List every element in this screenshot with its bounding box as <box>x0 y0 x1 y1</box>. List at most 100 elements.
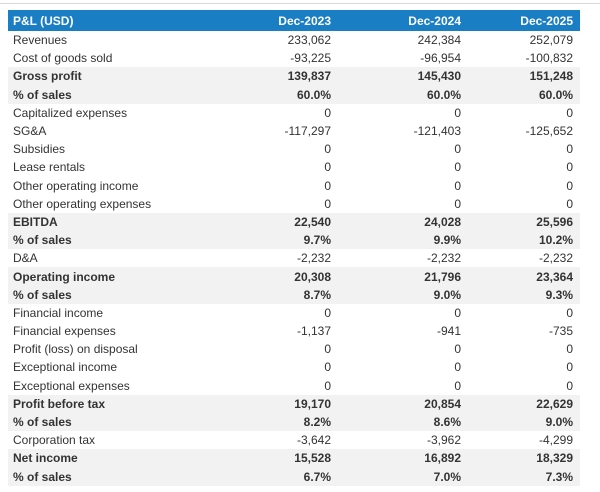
table-row: Gross profit 139,837 145,430 151,248 <box>8 67 580 86</box>
table-row: % of sales 8.7% 9.0% 9.3% <box>8 285 580 304</box>
row-value-dec-2023: 0 <box>208 176 338 195</box>
row-value-dec-2025: 23,364 <box>468 267 580 286</box>
row-value-dec-2025: -735 <box>468 322 580 341</box>
row-value-dec-2024: -121,403 <box>338 121 468 141</box>
row-label: Profit before tax <box>8 394 208 413</box>
row-value-dec-2023: 15,528 <box>208 449 338 468</box>
row-value-dec-2025: 0 <box>468 376 580 395</box>
table-row: Profit (loss) on disposal 0 0 0 <box>8 340 580 359</box>
row-value-dec-2025: 0 <box>468 358 580 377</box>
row-value-dec-2024: 24,028 <box>338 212 468 232</box>
row-value-dec-2024: 7.0% <box>338 467 468 486</box>
row-value-dec-2025: -2,232 <box>468 249 580 268</box>
row-label: Lease rentals <box>8 158 208 177</box>
row-label: Other operating expenses <box>8 194 208 213</box>
table-row: Operating income 20,308 21,796 23,364 <box>8 267 580 286</box>
row-value-dec-2023: 0 <box>208 158 338 177</box>
row-value-dec-2025: 0 <box>468 140 580 159</box>
row-value-dec-2024: 16,892 <box>338 449 468 468</box>
row-label: Financial income <box>8 303 208 322</box>
table-row: Financial expenses -1,137 -941 -735 <box>8 322 580 341</box>
row-label: Revenues <box>8 31 208 50</box>
row-value-dec-2025: -125,652 <box>468 121 580 141</box>
row-value-dec-2024: 0 <box>338 158 468 177</box>
row-label: Exceptional expenses <box>8 376 208 395</box>
column-header-dec-2023: Dec-2023 <box>208 10 338 31</box>
row-value-dec-2025: 0 <box>468 340 580 359</box>
row-label: Capitalized expenses <box>8 103 208 122</box>
row-value-dec-2024: -96,954 <box>338 49 468 68</box>
table-row: Subsidies 0 0 0 <box>8 140 580 159</box>
row-value-dec-2024: 0 <box>338 358 468 377</box>
row-label: Other operating income <box>8 176 208 195</box>
row-label: Cost of goods sold <box>8 49 208 68</box>
row-value-dec-2023: 233,062 <box>208 31 338 50</box>
table-row: Exceptional income 0 0 0 <box>8 358 580 377</box>
row-value-dec-2024: 0 <box>338 376 468 395</box>
table-row: EBITDA 22,540 24,028 25,596 <box>8 212 580 232</box>
row-label: D&A <box>8 249 208 268</box>
table-row: Financial income 0 0 0 <box>8 303 580 322</box>
table-body: Revenues 233,062 242,384 252,079 Cost of… <box>8 31 580 486</box>
row-value-dec-2023: 0 <box>208 140 338 159</box>
row-label: Profit (loss) on disposal <box>8 340 208 359</box>
row-value-dec-2024: 21,796 <box>338 267 468 286</box>
row-value-dec-2024: -2,232 <box>338 249 468 268</box>
row-value-dec-2023: -117,297 <box>208 121 338 141</box>
row-label: % of sales <box>8 285 208 304</box>
table-title: P&L (USD) <box>8 10 208 31</box>
table-row: Revenues 233,062 242,384 252,079 <box>8 31 580 50</box>
table-row: Other operating expenses 0 0 0 <box>8 194 580 213</box>
row-value-dec-2024: 0 <box>338 340 468 359</box>
row-value-dec-2025: 0 <box>468 194 580 213</box>
row-value-dec-2023: 0 <box>208 103 338 122</box>
row-value-dec-2023: -2,232 <box>208 249 338 268</box>
row-value-dec-2024: 20,854 <box>338 394 468 413</box>
table-row: D&A -2,232 -2,232 -2,232 <box>8 249 580 268</box>
row-value-dec-2025: 60.0% <box>468 85 580 104</box>
table-row: Exceptional expenses 0 0 0 <box>8 376 580 395</box>
table-row: Corporation tax -3,642 -3,962 -4,299 <box>8 431 580 450</box>
row-value-dec-2025: 252,079 <box>468 31 580 50</box>
row-value-dec-2023: 20,308 <box>208 267 338 286</box>
row-value-dec-2024: 0 <box>338 194 468 213</box>
row-value-dec-2024: 242,384 <box>338 31 468 50</box>
row-value-dec-2023: -93,225 <box>208 49 338 68</box>
row-value-dec-2024: 8.6% <box>338 412 468 432</box>
row-value-dec-2025: 151,248 <box>468 67 580 86</box>
top-divider <box>0 3 600 4</box>
row-value-dec-2023: 9.7% <box>208 231 338 250</box>
row-value-dec-2025: 22,629 <box>468 394 580 413</box>
row-value-dec-2023: 8.2% <box>208 412 338 432</box>
row-label: % of sales <box>8 85 208 104</box>
row-value-dec-2025: 7.3% <box>468 467 580 486</box>
table-row: Lease rentals 0 0 0 <box>8 158 580 177</box>
row-value-dec-2023: 19,170 <box>208 394 338 413</box>
row-value-dec-2023: 60.0% <box>208 85 338 104</box>
table-row: SG&A -117,297 -121,403 -125,652 <box>8 121 580 141</box>
row-value-dec-2023: 22,540 <box>208 212 338 232</box>
table-row: % of sales 6.7% 7.0% 7.3% <box>8 467 580 486</box>
row-value-dec-2025: 0 <box>468 176 580 195</box>
table-row: % of sales 9.7% 9.9% 10.2% <box>8 231 580 250</box>
row-value-dec-2024: 0 <box>338 303 468 322</box>
row-label: EBITDA <box>8 212 208 232</box>
row-value-dec-2023: 0 <box>208 194 338 213</box>
row-value-dec-2024: 9.9% <box>338 231 468 250</box>
row-label: Exceptional income <box>8 358 208 377</box>
column-header-dec-2024: Dec-2024 <box>338 10 468 31</box>
row-value-dec-2025: 0 <box>468 158 580 177</box>
row-value-dec-2025: -100,832 <box>468 49 580 68</box>
row-value-dec-2023: 0 <box>208 358 338 377</box>
row-value-dec-2025: 9.0% <box>468 412 580 432</box>
table-row: Other operating income 0 0 0 <box>8 176 580 195</box>
row-value-dec-2024: 0 <box>338 176 468 195</box>
row-value-dec-2023: 139,837 <box>208 67 338 86</box>
row-label: % of sales <box>8 467 208 486</box>
row-value-dec-2023: -1,137 <box>208 322 338 341</box>
column-header-dec-2025: Dec-2025 <box>468 10 580 31</box>
table-row: Net income 15,528 16,892 18,329 <box>8 449 580 468</box>
row-value-dec-2023: 8.7% <box>208 285 338 304</box>
row-value-dec-2023: 6.7% <box>208 467 338 486</box>
